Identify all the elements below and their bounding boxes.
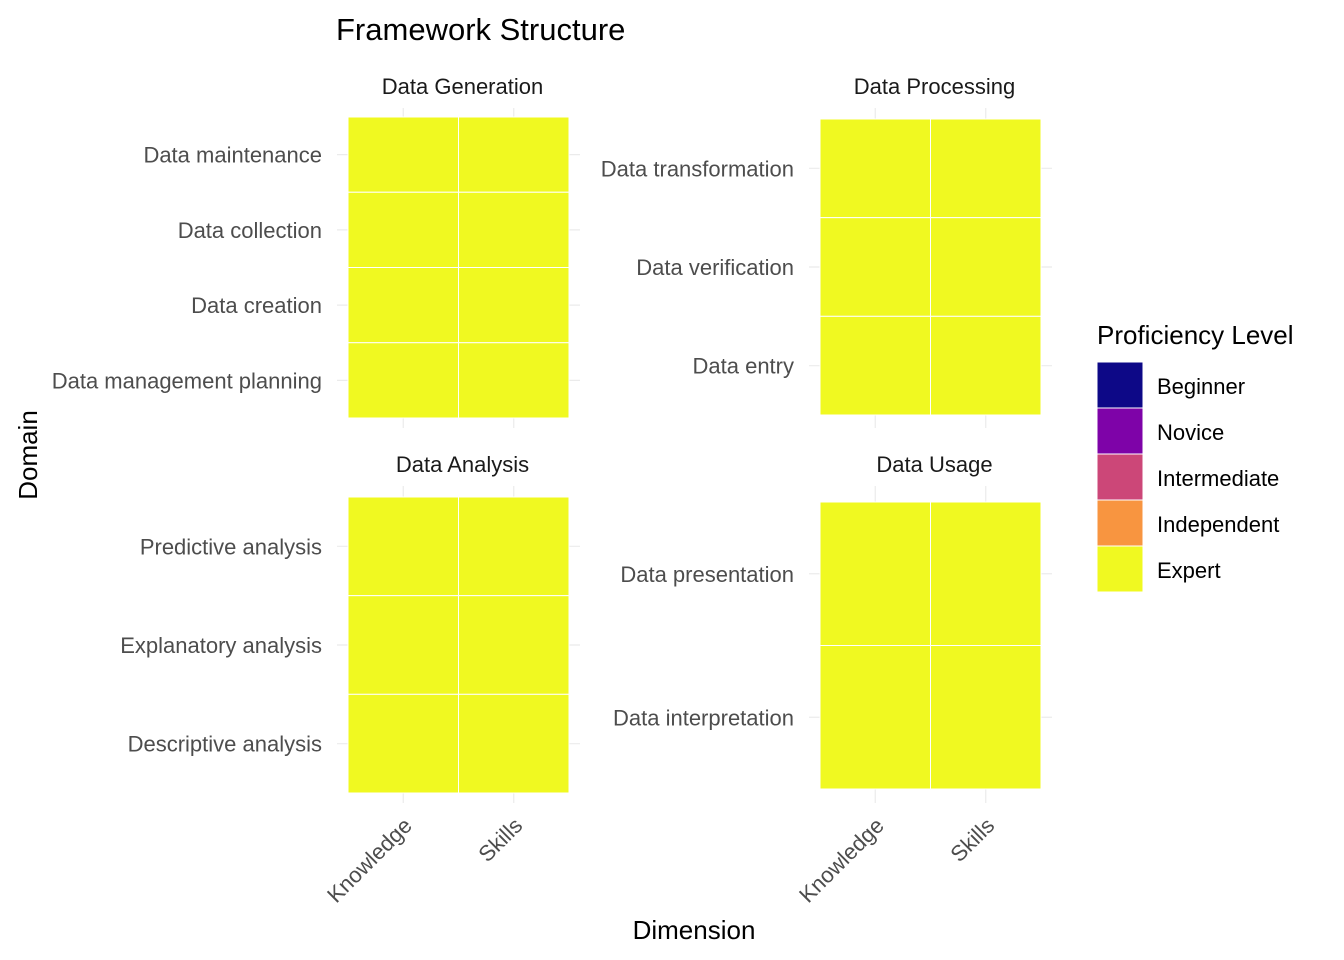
y-tick-label: Descriptive analysis <box>128 732 322 757</box>
y-tick-label: Data presentation <box>620 562 794 587</box>
x-tick-label: Skills <box>473 813 527 867</box>
heatmap-tile <box>347 496 459 597</box>
heatmap-tile <box>819 315 931 416</box>
heatmap-tile <box>819 501 931 646</box>
legend-label: Novice <box>1157 420 1224 445</box>
legend-title: Proficiency Level <box>1097 320 1294 350</box>
heatmap-tile <box>930 501 1042 646</box>
heatmap-tile <box>347 693 459 794</box>
heatmap-tile <box>930 217 1042 317</box>
heatmap-tile <box>458 342 570 419</box>
heatmap-tile <box>819 645 931 790</box>
heatmap-tile <box>458 116 570 193</box>
heatmap-tile <box>347 191 459 268</box>
y-tick-label: Data entry <box>693 354 795 379</box>
y-tick-label: Data transformation <box>601 156 794 181</box>
heatmap-tile <box>930 315 1042 416</box>
legend-label: Expert <box>1157 558 1221 583</box>
facet-panels: Data Generation Data maintenance Data coll… <box>52 74 1052 908</box>
heatmap-tile <box>347 116 459 193</box>
legend-swatch <box>1096 545 1144 593</box>
legend: Proficiency Level Beginner Novice Intermed… <box>1096 320 1294 593</box>
x-tick-label: Knowledge <box>322 813 417 908</box>
y-tick-label: Data management planning <box>52 368 322 393</box>
heatmap-tile <box>458 693 570 794</box>
facet-panel: Data Usage Data presentation Data interpre… <box>613 452 1052 908</box>
heatmap-tile <box>458 496 570 597</box>
chart-title: Framework Structure <box>336 12 625 47</box>
legend-label: Intermediate <box>1157 466 1279 491</box>
facet-title: Data Analysis <box>396 452 529 477</box>
facet-title: Data Usage <box>876 452 992 477</box>
heatmap-tile <box>347 342 459 419</box>
legend-swatch <box>1096 407 1144 455</box>
y-tick-label: Data interpretation <box>613 705 794 730</box>
facet-title: Data Processing <box>854 74 1015 99</box>
y-tick-label: Explanatory analysis <box>120 633 322 658</box>
heatmap-tile <box>347 595 459 695</box>
legend-swatch <box>1096 361 1144 409</box>
y-tick-label: Data maintenance <box>143 143 322 168</box>
heatmap-tile <box>458 191 570 268</box>
y-axis-title: Domain <box>13 410 43 500</box>
heatmap-tile <box>458 267 570 344</box>
x-tick-label: Knowledge <box>794 813 889 908</box>
y-tick-label: Predictive analysis <box>140 534 322 559</box>
heatmap-tile <box>458 595 570 695</box>
y-tick-label: Data verification <box>636 255 794 280</box>
x-axis-title: Dimension <box>633 915 756 945</box>
facet-panel: Data Generation Data maintenance Data coll… <box>52 74 580 428</box>
heatmap-tile <box>930 118 1042 219</box>
heatmap-tile <box>347 267 459 344</box>
y-tick-label: Data collection <box>178 218 322 243</box>
y-tick-label: Data creation <box>191 293 322 318</box>
heatmap-tile <box>819 118 931 219</box>
heatmap-tile <box>819 217 931 317</box>
x-tick-label: Skills <box>945 813 999 867</box>
facet-panel: Data Analysis Predictive analysis Explanat… <box>120 452 580 908</box>
legend-label: Beginner <box>1157 374 1245 399</box>
facet-title: Data Generation <box>382 74 543 99</box>
heatmap-tile <box>930 645 1042 790</box>
legend-swatch <box>1096 499 1144 547</box>
legend-label: Independent <box>1157 512 1279 537</box>
facet-panel: Data Processing Data transformation Data v… <box>601 74 1052 428</box>
legend-swatch <box>1096 453 1144 501</box>
